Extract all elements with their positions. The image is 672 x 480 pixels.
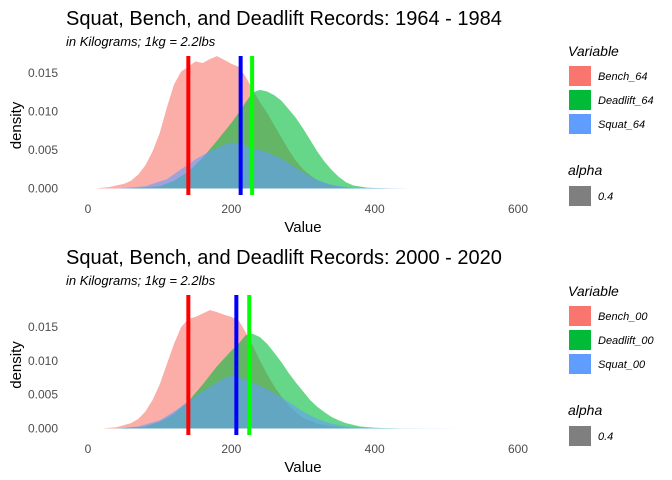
y-tick-label: 0.015 — [28, 320, 58, 334]
x-tick-label: 200 — [221, 442, 241, 456]
alpha-legend-label: 0.4 — [598, 431, 613, 443]
y-tick-label: 0.010 — [28, 105, 58, 119]
y-tick-label: 0.005 — [28, 388, 58, 402]
legend-label: Deadlift_64 — [598, 95, 654, 107]
legend-label: Bench_64 — [598, 71, 648, 83]
x-axis-label: Value — [284, 219, 321, 236]
legend-title: Variable — [568, 283, 619, 299]
density-area-deadlift-64 — [131, 89, 389, 189]
legend-label: Squat_64 — [598, 119, 645, 131]
legend-key — [569, 66, 591, 86]
chart-subtitle: in Kilograms; 1kg = 2.2lbs — [66, 34, 216, 49]
alpha-legend-key — [569, 426, 591, 446]
chart-title: Squat, Bench, and Deadlift Records: 2000… — [66, 247, 502, 269]
alpha-legend-title: alpha — [568, 402, 602, 418]
x-tick-label: 600 — [508, 202, 528, 216]
legend-key — [569, 306, 591, 326]
y-tick-label: 0.000 — [28, 182, 58, 196]
chart-title: Squat, Bench, and Deadlift Records: 1964… — [66, 8, 502, 30]
legend-key — [569, 330, 591, 350]
alpha-legend-title: alpha — [568, 162, 602, 178]
density-area-bench-64 — [95, 56, 361, 189]
chart-panel-1: Squat, Bench, and Deadlift Records: 1964… — [8, 8, 654, 236]
x-tick-label: 0 — [85, 202, 92, 216]
alpha-legend-label: 0.4 — [598, 191, 613, 203]
legend-label: Deadlift_00 — [598, 335, 655, 347]
x-tick-label: 400 — [365, 442, 385, 456]
x-tick-label: 600 — [508, 442, 528, 456]
density-area-squat-00 — [116, 375, 461, 429]
legend: Variable Bench_00 Deadlift_00 Squat_00alpha… — [568, 283, 655, 446]
x-axis-label: Value — [284, 459, 321, 476]
y-tick-label: 0.010 — [28, 354, 58, 368]
y-tick-label: 0.000 — [28, 422, 58, 436]
legend-key — [569, 114, 591, 134]
chart-subtitle: in Kilograms; 1kg = 2.2lbs — [66, 273, 216, 288]
legend-label: Bench_00 — [598, 311, 648, 323]
legend: Variable Bench_64 Deadlift_64 Squat_64alpha… — [568, 43, 654, 206]
legend-label: Squat_00 — [598, 359, 646, 371]
x-tick-label: 400 — [365, 202, 385, 216]
alpha-legend-key — [569, 186, 591, 206]
legend-title: Variable — [568, 43, 619, 59]
legend-key — [569, 90, 591, 110]
x-tick-label: 0 — [85, 442, 92, 456]
y-axis-label: density — [8, 101, 25, 149]
y-axis-label: density — [8, 341, 25, 389]
y-tick-label: 0.005 — [28, 143, 58, 157]
x-tick-label: 200 — [221, 202, 241, 216]
y-tick-label: 0.015 — [28, 66, 58, 80]
legend-key — [569, 354, 591, 374]
chart-panel-2: Squat, Bench, and Deadlift Records: 2000… — [8, 247, 655, 476]
